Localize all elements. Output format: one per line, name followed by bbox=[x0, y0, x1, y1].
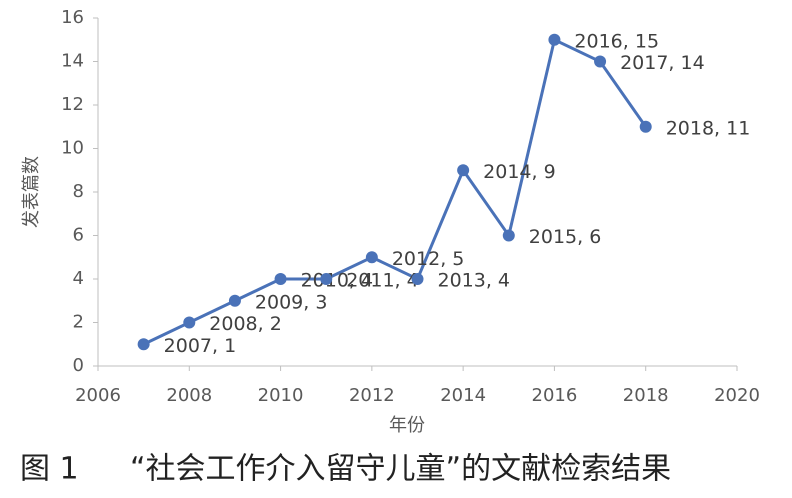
y-tick-label: 2 bbox=[73, 312, 84, 333]
data-label: 2010, 4 bbox=[301, 270, 374, 292]
point bbox=[411, 273, 424, 285]
data-label: 2014, 9 bbox=[483, 161, 556, 183]
data-label: 2009, 3 bbox=[255, 291, 328, 313]
y-tick-label: 4 bbox=[73, 268, 84, 289]
point bbox=[594, 55, 607, 68]
x-tick-label: 2016 bbox=[532, 385, 578, 406]
y-axis-label: 发表篇数 bbox=[21, 156, 42, 228]
point bbox=[183, 316, 196, 329]
point bbox=[274, 273, 287, 285]
data-label: 2008, 2 bbox=[209, 313, 282, 335]
point bbox=[320, 273, 333, 285]
y-tick-label: 8 bbox=[73, 181, 84, 202]
point bbox=[365, 251, 378, 264]
x-tick-label: 2010 bbox=[258, 385, 304, 406]
caption: “社会工作介入留守儿童”的文献检索结果 bbox=[130, 452, 671, 487]
point bbox=[228, 294, 241, 307]
data-label: 2013, 4 bbox=[438, 270, 511, 292]
point bbox=[137, 338, 150, 351]
x-tick-label: 2018 bbox=[623, 385, 669, 406]
y-tick-label: 14 bbox=[61, 51, 84, 72]
data-label: 2017, 14 bbox=[620, 52, 705, 74]
data-label: 2018, 11 bbox=[666, 117, 751, 139]
line bbox=[142, 37, 647, 346]
x-tick-label: 2008 bbox=[166, 385, 212, 406]
data-label: 2011, 4 bbox=[346, 270, 419, 292]
x-tick-label: 2014 bbox=[440, 385, 486, 406]
data-label: 2012, 5 bbox=[392, 248, 465, 270]
point bbox=[502, 229, 515, 242]
y-tick-label: 6 bbox=[73, 225, 84, 246]
x-tick-label: 2012 bbox=[349, 385, 395, 406]
x-axis-label: 年份 bbox=[389, 415, 425, 436]
figure-label: 图 1 bbox=[20, 452, 79, 487]
data-label: 2007, 1 bbox=[164, 335, 237, 357]
x-tick-label: 2020 bbox=[714, 385, 760, 406]
point bbox=[548, 33, 561, 46]
y-tick-label: 10 bbox=[61, 138, 84, 159]
data-label: 2016, 15 bbox=[574, 30, 659, 52]
y-tick-label: 0 bbox=[73, 355, 84, 376]
point bbox=[457, 164, 470, 177]
data-label: 2015, 6 bbox=[529, 226, 602, 248]
y-tick-label: 16 bbox=[61, 7, 84, 28]
y-tick-label: 12 bbox=[61, 94, 84, 115]
point bbox=[639, 120, 652, 133]
x-tick-label: 2006 bbox=[75, 385, 121, 406]
